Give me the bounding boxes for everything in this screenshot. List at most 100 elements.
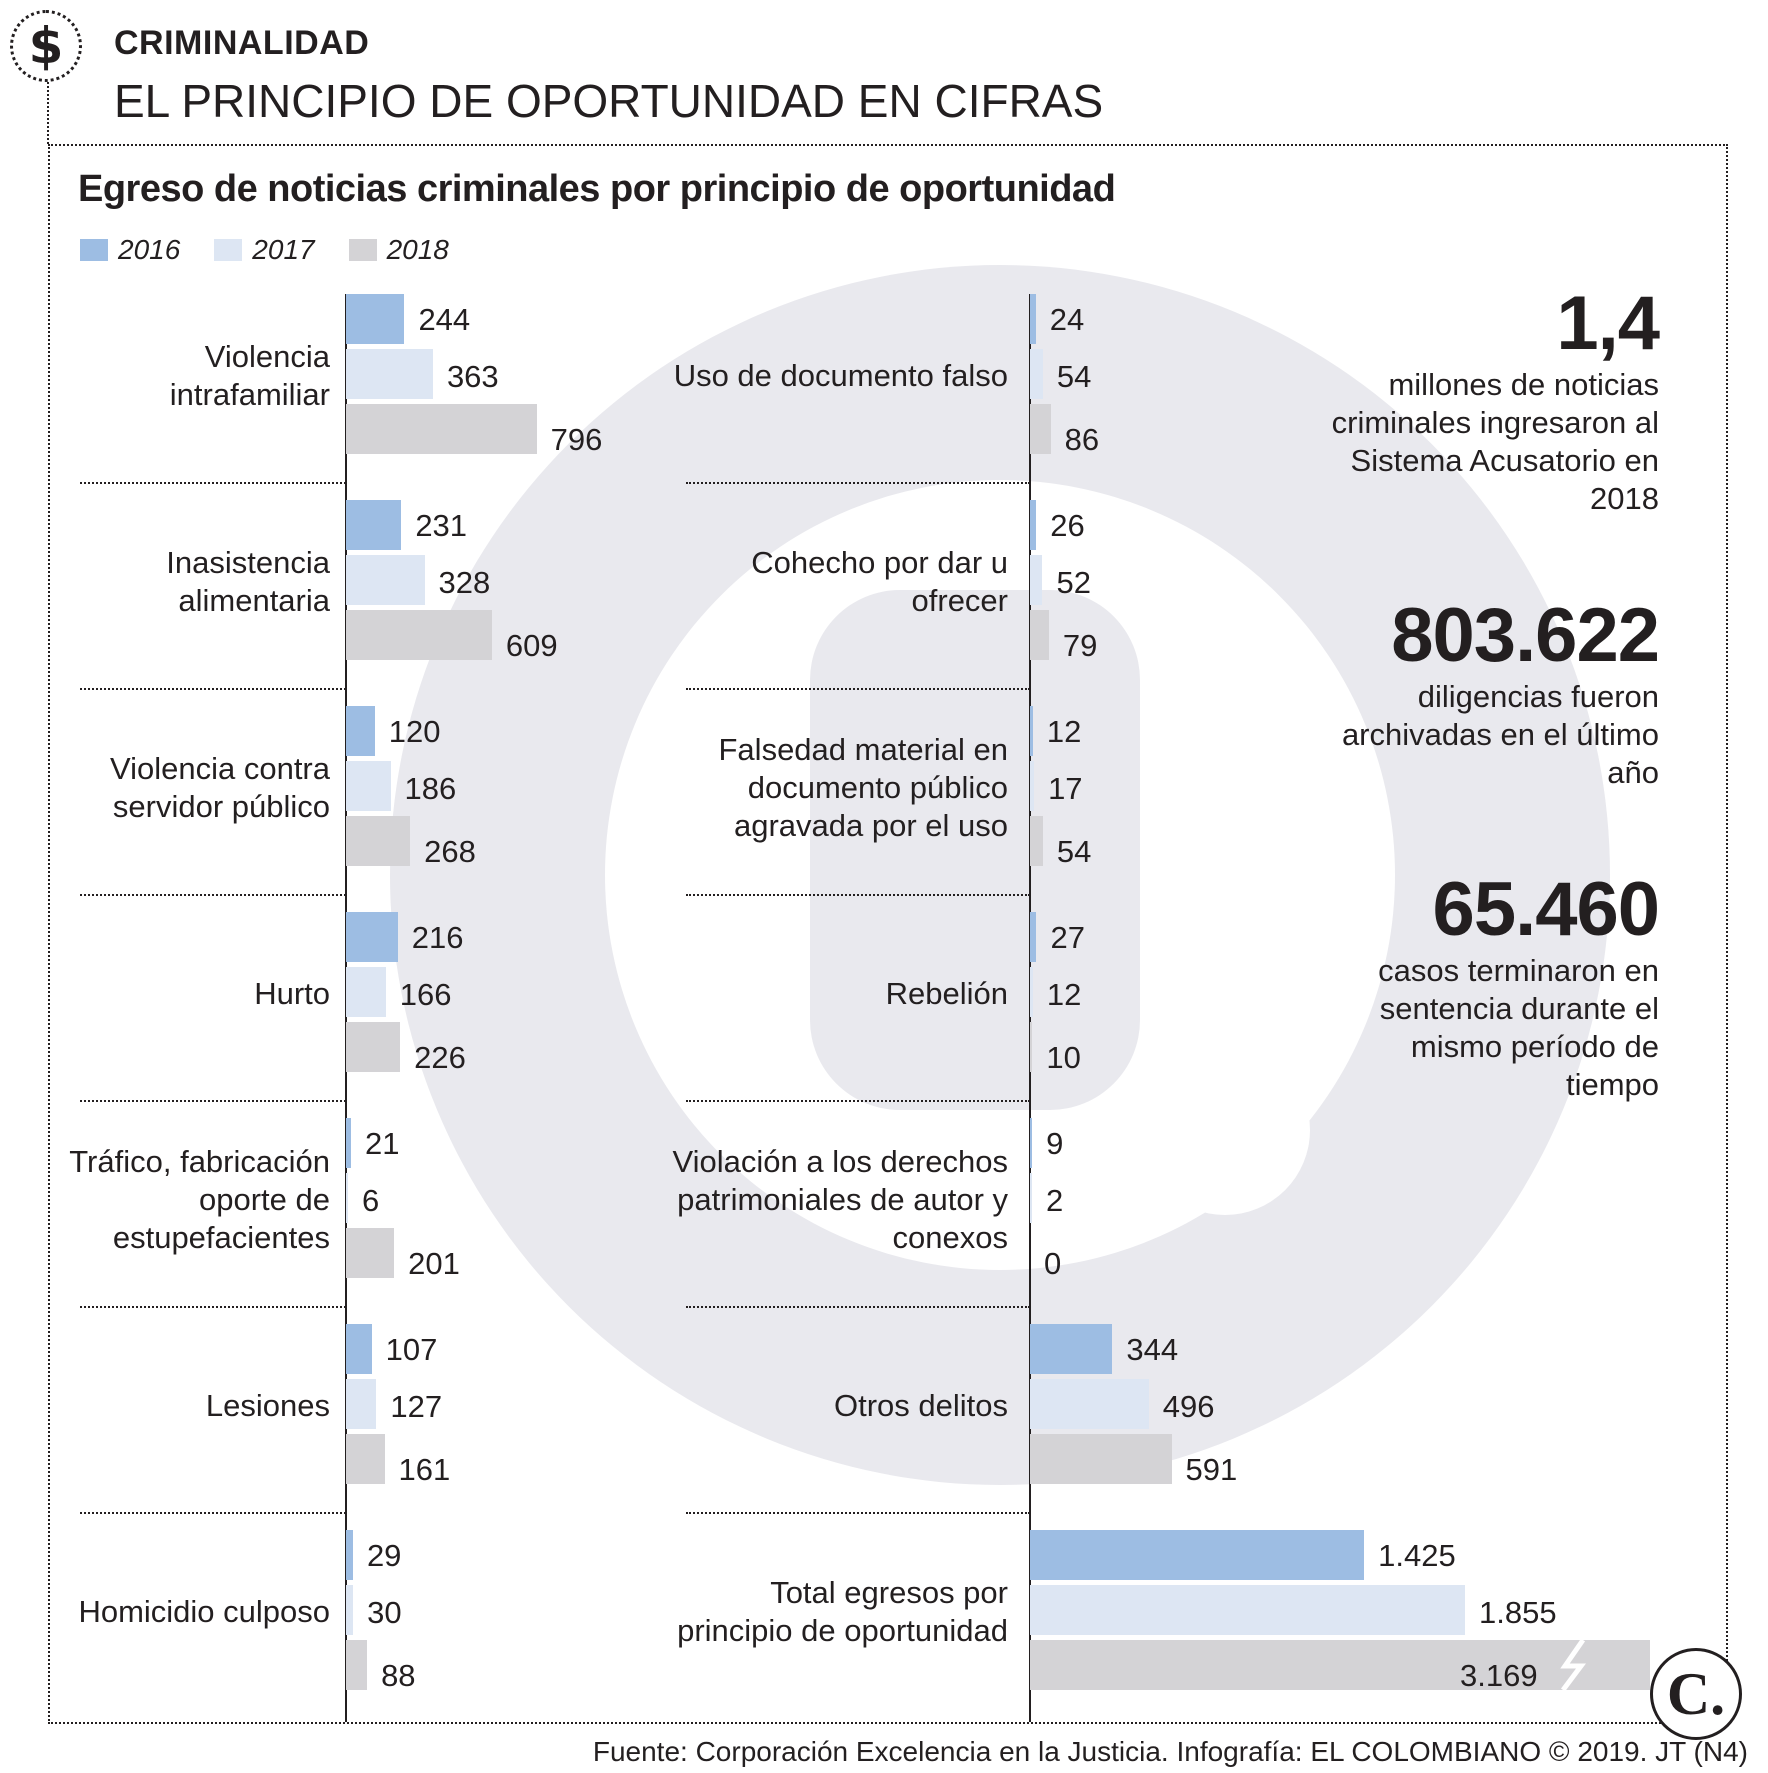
legend-item-2018: 2018 [348, 234, 449, 266]
value-label: 9 [1046, 1126, 1064, 1161]
value-label: 226 [414, 1040, 466, 1075]
content-frame [48, 144, 1728, 1724]
value-label: 244 [418, 302, 471, 337]
group-divider [80, 688, 346, 690]
bar-2016 [1030, 1530, 1365, 1580]
value-label: 127 [390, 1389, 443, 1424]
bar-2016 [346, 294, 405, 344]
source-note: Fuente: Corporación Excelencia en la Jus… [592, 1736, 1748, 1767]
bar-2016 [1030, 500, 1037, 550]
bar-2018 [346, 1640, 368, 1690]
value-label: 21 [365, 1126, 400, 1161]
group-divider [686, 688, 1030, 690]
value-label: 796 [550, 422, 603, 457]
value-label: 26 [1050, 508, 1085, 543]
category-label: Lesiones [205, 1388, 330, 1423]
bar-2017 [346, 1379, 377, 1429]
bar-2018 [346, 610, 492, 660]
value-label: 12 [1046, 977, 1082, 1012]
legend-item-2016: 2016 [80, 234, 180, 266]
value-label: 3.169 [1460, 1658, 1538, 1693]
bar-2018 [346, 1228, 395, 1278]
bar-2018 [346, 816, 411, 866]
bar-2017 [1030, 1585, 1465, 1635]
stat-text: diligencias fueron archivadas en el últi… [1341, 679, 1659, 790]
group-divider [80, 1512, 346, 1514]
legend-label: 2016 [118, 234, 181, 265]
group-divider [80, 482, 346, 484]
legend-swatch [348, 239, 377, 261]
bar-2017 [1030, 967, 1033, 1017]
value-label: 10 [1046, 1040, 1081, 1075]
dotted-connector [47, 82, 49, 144]
axis-break-icon [1560, 1640, 1586, 1690]
bar-2016 [1030, 1118, 1033, 1168]
bar-2016 [346, 1530, 353, 1580]
category-label: Tráfico, fabricación oporte de estupefac… [69, 1144, 330, 1255]
value-label: 54 [1056, 359, 1092, 394]
group-divider [80, 894, 346, 896]
bar-2018 [346, 1434, 385, 1484]
value-label: 186 [404, 771, 457, 806]
group-divider [686, 894, 1030, 896]
legend-label: 2017 [252, 234, 315, 265]
category-label: Violencia contra servidor público [109, 751, 330, 824]
value-label: 24 [1049, 302, 1085, 337]
value-label: 0 [1044, 1246, 1062, 1281]
value-label: 609 [505, 628, 558, 663]
bar-2018 [1030, 1022, 1033, 1072]
group-divider [80, 1306, 346, 1308]
bar-2018 [1030, 610, 1049, 660]
value-label: 17 [1048, 771, 1083, 806]
chart-legend: 2016 2017 2018 [80, 234, 483, 266]
bar-2016 [346, 706, 375, 756]
category-label: Rebelión [885, 976, 1008, 1011]
bar-2018 [346, 1022, 401, 1072]
page-title: EL PRINCIPIO DE OPORTUNIDAD EN CIFRAS [114, 75, 1104, 127]
group-divider [80, 1100, 346, 1102]
bar-2016 [1030, 912, 1037, 962]
category-label: Total egresos por principio de oportunid… [677, 1575, 1008, 1648]
group-divider [686, 1306, 1030, 1308]
legend-item-2017: 2017 [214, 234, 315, 266]
bar-2016 [346, 1324, 372, 1374]
value-label: 79 [1062, 628, 1098, 663]
category-label: Cohecho por dar u ofrecer [751, 545, 1008, 618]
value-label: 1.425 [1378, 1538, 1456, 1573]
value-label: 2 [1046, 1183, 1064, 1218]
bar-2017 [346, 1173, 348, 1223]
value-label: 363 [446, 359, 499, 394]
value-label: 231 [415, 508, 468, 543]
bar-2018 [1030, 1640, 1650, 1690]
value-label: 29 [366, 1538, 402, 1573]
value-label: 52 [1056, 565, 1091, 600]
value-label: 88 [381, 1658, 416, 1693]
value-label: 30 [367, 1595, 402, 1630]
bar-2017 [346, 967, 386, 1017]
bar-2017 [346, 349, 433, 399]
stat-number: 65.460 [1432, 867, 1660, 952]
value-label: 1.855 [1478, 1595, 1557, 1630]
value-label: 6 [362, 1183, 380, 1218]
group-divider [686, 1100, 1030, 1102]
stat-number: 1,4 [1556, 281, 1660, 366]
bar-2018 [346, 404, 537, 454]
value-label: 201 [408, 1246, 460, 1281]
value-label: 86 [1064, 422, 1100, 457]
value-label: 161 [398, 1452, 451, 1487]
value-label: 54 [1056, 834, 1092, 869]
group-divider [686, 1512, 1030, 1514]
bar-2016 [346, 500, 402, 550]
legend-swatch [80, 239, 108, 261]
category-label: Otros delitos [833, 1388, 1008, 1423]
category-label: Violencia intrafamiliar [169, 339, 330, 412]
value-label: 268 [424, 834, 476, 869]
value-label: 216 [411, 920, 464, 955]
category-label: Violación a los derechos patrimoniales d… [672, 1144, 1008, 1255]
value-label: 107 [385, 1332, 438, 1367]
stat-number: 803.622 [1391, 593, 1660, 678]
value-label: 344 [1126, 1332, 1179, 1367]
bar-2016 [1030, 706, 1033, 756]
category-label: Falsedad material en documento público a… [718, 732, 1009, 843]
bar-2017 [1030, 761, 1035, 811]
